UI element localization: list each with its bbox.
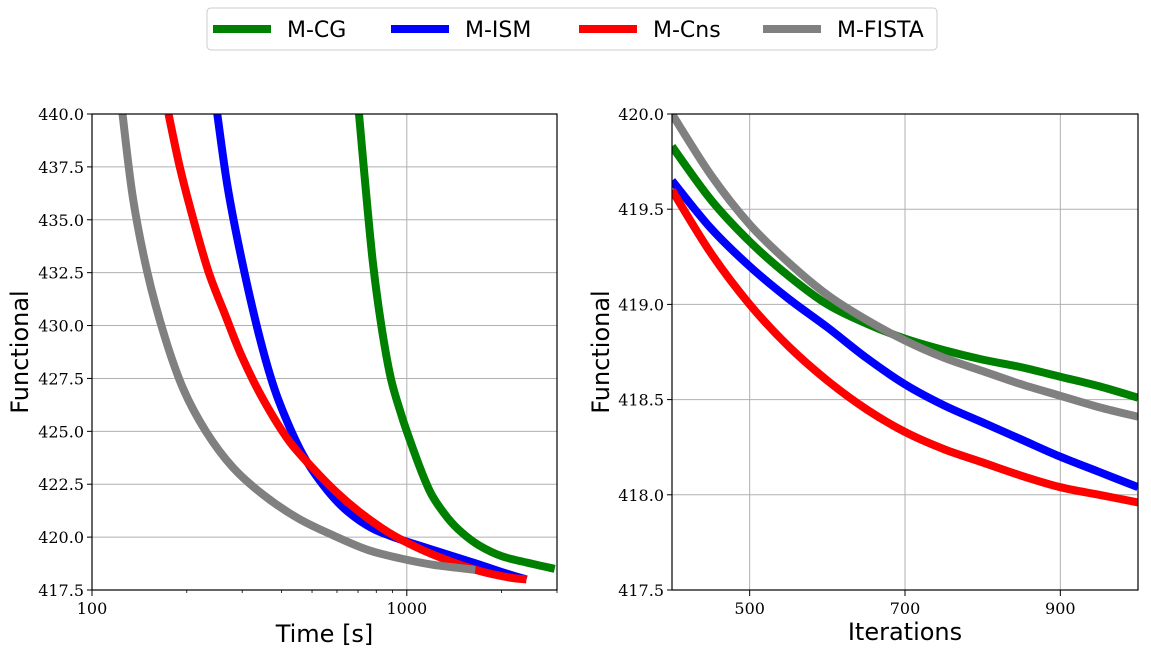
panel-time: 417.5 420.0 422.5 425.0 427.5 430.0 432.5 435.0… (6, 105, 558, 648)
series-time (118, 114, 556, 584)
ytick-label-time-2: 422.5 (38, 475, 84, 494)
ytick-label-time-3: 425.0 (38, 422, 84, 441)
legend-label-m-cns: M-Cns (653, 18, 721, 43)
series-line-time-m-cg (355, 114, 556, 573)
legend-label-m-cg: M-CG (287, 18, 346, 43)
series-line-iterations-m-ism (672, 178, 1138, 491)
plot-frame-time (91, 113, 558, 591)
legend: M-CG M-ISM M-Cns M-FISTA (206, 7, 938, 51)
ylabel-iterations: Functional (587, 290, 615, 413)
xlabel-iterations: Iterations (848, 618, 962, 646)
ytick-label-time-0: 417.5 (38, 581, 84, 600)
xtick-label-iterations-0: 500 (734, 599, 765, 618)
ytick-label-iterations-4: 419.5 (618, 200, 664, 219)
series-line-iterations-m-fista (672, 114, 1138, 421)
ytick-label-time-8: 437.5 (38, 158, 84, 177)
series-line-time-m-fista (118, 114, 476, 574)
legend-label-m-fista: M-FISTA (837, 18, 924, 43)
ytick-label-iterations-3: 419.0 (618, 295, 664, 314)
series-line-time-m-ism (213, 114, 528, 584)
ytick-label-iterations-5: 420.0 (618, 105, 664, 124)
legend-frame (206, 7, 938, 51)
xtick-label-iterations-1: 700 (890, 599, 921, 618)
ticks-iterations: 417.5 418.0 418.5 419.0 419.5 420.0 500 700 900 (618, 105, 1075, 618)
ytick-label-time-7: 435.0 (38, 211, 84, 230)
ytick-label-time-1: 420.0 (38, 528, 84, 547)
legend-label-m-ism: M-ISM (465, 18, 531, 43)
ytick-label-time-9: 440.0 (38, 105, 84, 124)
ytick-label-time-5: 430.0 (38, 317, 84, 336)
xtick-label-time-1: 1000 (386, 599, 427, 618)
grid-iterations (672, 113, 1138, 591)
grid-time (91, 113, 557, 591)
ytick-label-iterations-2: 418.5 (618, 391, 664, 410)
ytick-label-time-6: 432.5 (38, 264, 84, 283)
xtick-label-iterations-2: 900 (1045, 599, 1076, 618)
ytick-label-iterations-0: 417.5 (618, 581, 664, 600)
ticks-time: 417.5 420.0 422.5 425.0 427.5 430.0 432.5 435.0… (38, 105, 558, 618)
xlabel-time: Time [s] (275, 620, 374, 648)
ytick-label-iterations-1: 418.0 (618, 486, 664, 505)
series-line-iterations-m-cns (672, 188, 1138, 507)
ylabel-time: Functional (6, 290, 34, 413)
xtick-label-time-0: 100 (77, 599, 108, 618)
ytick-label-time-4: 427.5 (38, 369, 84, 388)
series-iterations (672, 114, 1138, 507)
